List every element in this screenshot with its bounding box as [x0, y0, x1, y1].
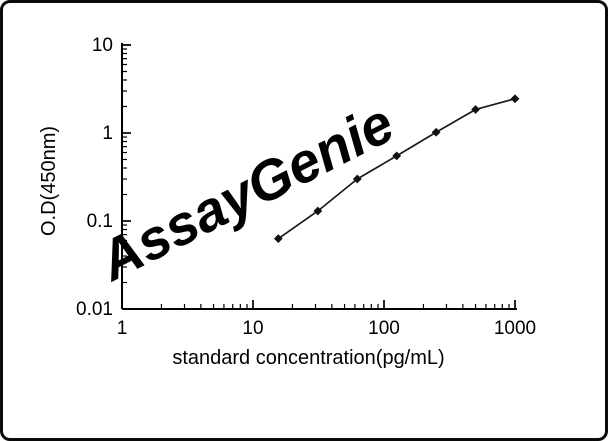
x-tick-label: 1	[117, 318, 128, 339]
x-tick-label: 10	[242, 318, 263, 339]
data-point-marker	[431, 127, 441, 137]
y-tick-label: 0.01	[76, 299, 113, 320]
x-axis-label: standard concentration(pg/mL)	[172, 347, 444, 369]
data-point-marker	[510, 94, 520, 104]
x-tick-label: 100	[368, 318, 400, 339]
x-tick-label: 1000	[494, 318, 536, 339]
data-point-marker	[352, 174, 362, 184]
data-point-marker	[313, 206, 323, 216]
watermark-text: AssayGenie	[87, 91, 403, 294]
y-axis-label: O.D(450nm)	[38, 126, 60, 236]
data-point-marker	[273, 234, 283, 244]
data-point-marker	[392, 151, 402, 161]
y-tick-label: 0.1	[87, 211, 113, 232]
y-tick-label: 10	[92, 35, 113, 56]
y-tick-label: 1	[102, 123, 113, 144]
data-point-marker	[471, 105, 480, 114]
